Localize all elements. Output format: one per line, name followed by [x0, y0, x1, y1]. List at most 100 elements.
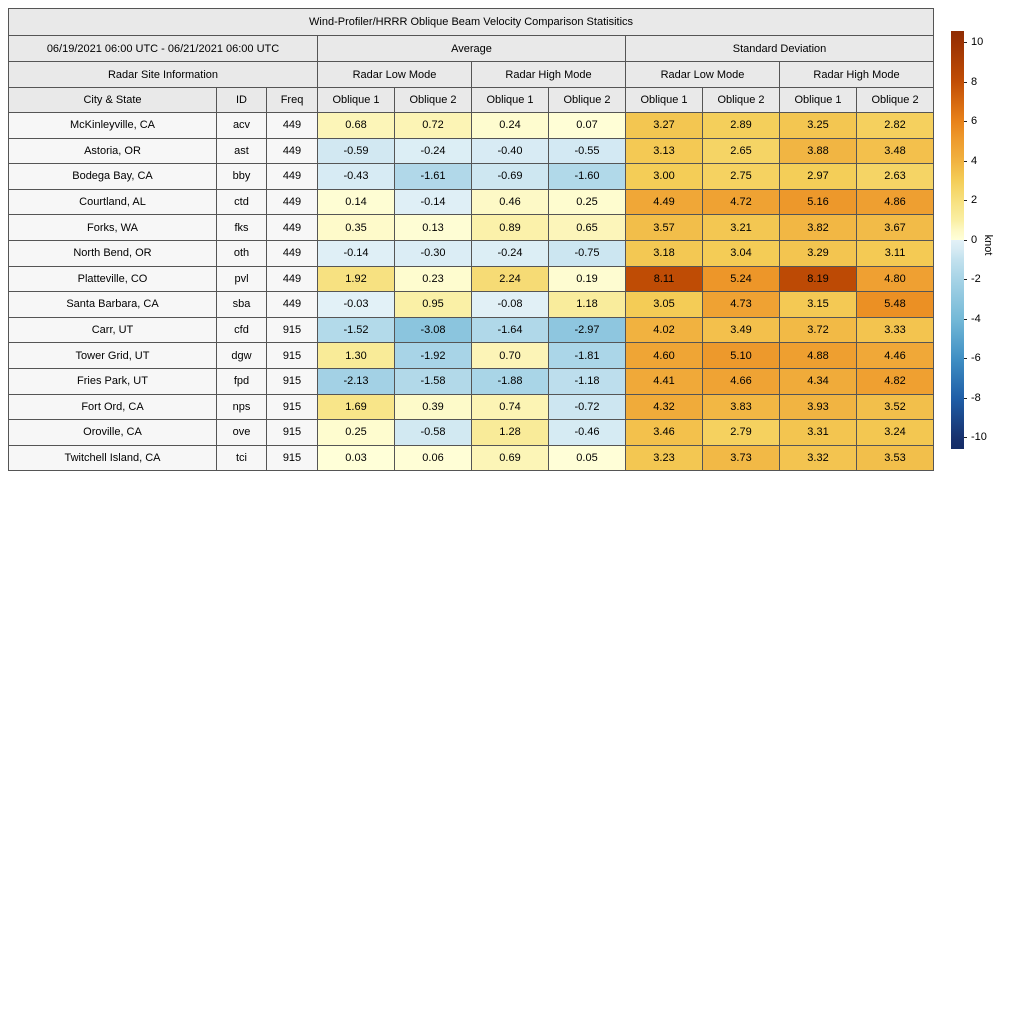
cell-value: 3.29	[779, 239, 857, 267]
cell-value: 3.04	[702, 239, 780, 267]
cell-value: -0.75	[548, 239, 626, 267]
cell-value: 5.16	[779, 188, 857, 216]
cell-site-id: pvl	[216, 265, 267, 293]
cell-value: 3.72	[779, 316, 857, 344]
cell-value: 1.69	[317, 393, 395, 421]
cell-value: 2.65	[702, 137, 780, 165]
table-row: Platteville, CO pvl 449 1.92 0.23 2.24 0.19 8.1…	[8, 265, 935, 293]
cell-value: 0.74	[471, 393, 549, 421]
cell-frequency: 449	[266, 188, 318, 216]
col-header-std-high-oblique2: Oblique 2	[855, 87, 935, 113]
table-row: McKinleyville, CA acv 449 0.68 0.72 0.24 0.07 3…	[8, 112, 935, 139]
cell-site-id: cfd	[216, 316, 267, 344]
cell-value: -0.24	[471, 239, 549, 267]
cell-value: 3.49	[702, 316, 780, 344]
cell-value: 3.46	[625, 419, 703, 446]
cell-value: 2.89	[702, 112, 780, 139]
cell-site-id: tci	[216, 444, 267, 472]
cell-value: 1.28	[471, 419, 549, 446]
table-column-header-row: City & State ID Freq Oblique 1 Oblique 2…	[8, 87, 935, 113]
cell-value: -0.58	[394, 419, 472, 446]
cell-value: -1.52	[317, 316, 395, 344]
cell-city-state: Forks, WA	[8, 214, 217, 241]
table-row: Santa Barbara, CA sba 449 -0.03 0.95 -0.08 1.1…	[8, 291, 935, 318]
cell-value: 4.72	[702, 188, 780, 216]
cell-value: 3.21	[702, 214, 780, 241]
col-header-avg-high-oblique1: Oblique 1	[471, 87, 549, 113]
colorbar-axis-label: knot	[982, 234, 994, 256]
cell-value: -1.58	[394, 367, 472, 395]
cell-value: 5.10	[702, 342, 780, 369]
colorbar-tick-label: -10	[971, 431, 987, 443]
cell-value: -0.72	[548, 393, 626, 421]
cell-city-state: Carr, UT	[8, 316, 217, 344]
cell-value: -0.30	[394, 239, 472, 267]
group-header-avg-high-mode: Radar High Mode	[471, 61, 626, 88]
cell-frequency: 449	[266, 163, 318, 190]
colorbar-tick-label: 4	[971, 154, 978, 167]
figure-title: Wind-Profiler/HRRR Oblique Beam Velocity…	[7, 8, 935, 36]
cell-frequency: 449	[266, 239, 318, 267]
cell-value: 0.13	[394, 214, 472, 241]
cell-value: 4.73	[702, 291, 780, 318]
statistics-table: Wind-Profiler/HRRR Oblique Beam Velocity…	[7, 8, 935, 472]
cell-value: 0.69	[471, 444, 549, 472]
cell-value: -1.64	[471, 316, 549, 344]
cell-value: -2.97	[548, 316, 626, 344]
cell-value: 0.95	[394, 291, 472, 318]
table-group-row-1: 06/19/2021 06:00 UTC - 06/21/2021 06:00 …	[8, 35, 935, 62]
cell-value: 8.11	[625, 265, 703, 293]
cell-site-id: fpd	[216, 367, 267, 395]
cell-value: 0.03	[317, 444, 395, 472]
table-row: Carr, UT cfd 915 -1.52 -3.08 -1.64 -2.97 4.02 3.…	[8, 316, 935, 344]
colorbar-tick-mark	[964, 121, 967, 122]
cell-value: -0.40	[471, 137, 549, 165]
table-group-row-2: Radar Site Information Radar Low Mode Ra…	[8, 61, 935, 88]
table-row: Twitchell Island, CA tci 915 0.03 0.06 0.69 0.…	[8, 444, 935, 472]
cell-value: 8.19	[779, 265, 857, 293]
table-row: Oroville, CA ove 915 0.25 -0.58 1.28 -0.46 3.46…	[8, 419, 935, 446]
cell-value: -1.60	[548, 163, 626, 190]
cell-value: 0.70	[471, 342, 549, 369]
cell-value: 4.86	[855, 188, 935, 216]
group-header-std-dev: Standard Deviation	[624, 35, 935, 62]
col-header-id: ID	[216, 87, 267, 113]
group-header-std-low-mode: Radar Low Mode	[625, 61, 780, 88]
cell-city-state: McKinleyville, CA	[8, 112, 217, 139]
cell-value: 4.46	[855, 342, 935, 369]
cell-value: 0.07	[548, 112, 626, 139]
cell-frequency: 449	[266, 265, 318, 293]
cell-value: 0.72	[394, 112, 472, 139]
cell-value: -0.59	[317, 137, 395, 165]
col-header-std-high-oblique1: Oblique 1	[779, 87, 857, 113]
cell-value: 3.15	[779, 291, 857, 318]
cell-value: 0.35	[317, 214, 395, 241]
cell-site-id: sba	[216, 291, 267, 318]
col-header-avg-low-oblique2: Oblique 2	[394, 87, 472, 113]
cell-value: 3.52	[855, 393, 935, 421]
cell-city-state: Fries Park, UT	[8, 367, 217, 395]
cell-value: -1.88	[471, 367, 549, 395]
cell-frequency: 915	[266, 367, 318, 395]
cell-value: 0.23	[394, 265, 472, 293]
cell-value: 3.18	[625, 239, 703, 267]
col-header-city-state: City & State	[8, 87, 217, 113]
cell-value: 2.75	[702, 163, 780, 190]
table-row: Fort Ord, CA nps 915 1.69 0.39 0.74 -0.72 4.32 3…	[8, 393, 935, 421]
cell-value: 0.14	[317, 188, 395, 216]
table-row: Tower Grid, UT dgw 915 1.30 -1.92 0.70 -1.81 4.…	[8, 342, 935, 369]
cell-value: -0.55	[548, 137, 626, 165]
cell-value: 3.24	[855, 419, 935, 446]
cell-value: 3.00	[625, 163, 703, 190]
cell-value: 1.18	[548, 291, 626, 318]
cell-value: 0.25	[317, 419, 395, 446]
col-header-avg-high-oblique2: Oblique 2	[548, 87, 626, 113]
cell-value: 1.92	[317, 265, 395, 293]
cell-value: 5.48	[855, 291, 935, 318]
cell-value: 3.23	[625, 444, 703, 472]
col-header-std-low-oblique1: Oblique 1	[625, 87, 703, 113]
cell-frequency: 449	[266, 291, 318, 318]
cell-value: -0.08	[471, 291, 549, 318]
cell-frequency: 915	[266, 316, 318, 344]
colorbar-tick-mark	[964, 437, 967, 438]
